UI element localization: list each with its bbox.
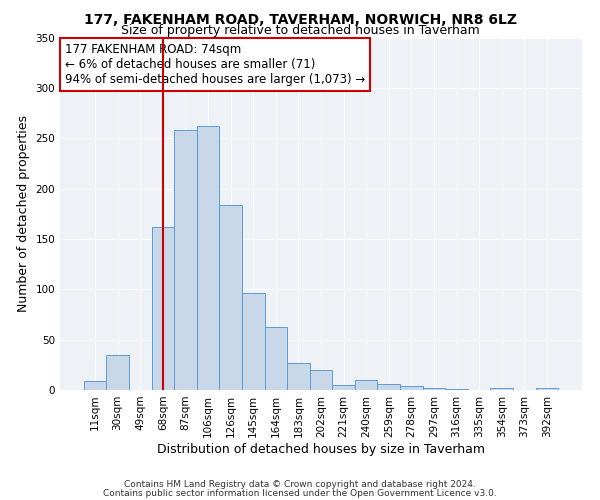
Bar bbox=[310, 370, 332, 390]
Text: Contains HM Land Registry data © Crown copyright and database right 2024.: Contains HM Land Registry data © Crown c… bbox=[124, 480, 476, 489]
Bar bbox=[84, 381, 106, 390]
Y-axis label: Number of detached properties: Number of detached properties bbox=[17, 116, 30, 312]
Text: Size of property relative to detached houses in Taverham: Size of property relative to detached ho… bbox=[121, 24, 479, 37]
Bar bbox=[377, 384, 400, 390]
Bar bbox=[445, 389, 468, 390]
Bar bbox=[355, 380, 377, 390]
Bar bbox=[265, 326, 287, 390]
Bar bbox=[490, 388, 513, 390]
Bar bbox=[242, 294, 265, 390]
Bar bbox=[106, 355, 129, 390]
Bar bbox=[287, 363, 310, 390]
Text: 177 FAKENHAM ROAD: 74sqm
← 6% of detached houses are smaller (71)
94% of semi-de: 177 FAKENHAM ROAD: 74sqm ← 6% of detache… bbox=[65, 43, 365, 86]
Bar bbox=[400, 386, 422, 390]
X-axis label: Distribution of detached houses by size in Taverham: Distribution of detached houses by size … bbox=[157, 442, 485, 456]
Bar bbox=[422, 388, 445, 390]
Bar bbox=[332, 385, 355, 390]
Text: 177, FAKENHAM ROAD, TAVERHAM, NORWICH, NR8 6LZ: 177, FAKENHAM ROAD, TAVERHAM, NORWICH, N… bbox=[83, 12, 517, 26]
Bar bbox=[536, 388, 558, 390]
Bar bbox=[220, 204, 242, 390]
Text: Contains public sector information licensed under the Open Government Licence v3: Contains public sector information licen… bbox=[103, 489, 497, 498]
Bar bbox=[174, 130, 197, 390]
Bar bbox=[152, 227, 174, 390]
Bar bbox=[197, 126, 220, 390]
